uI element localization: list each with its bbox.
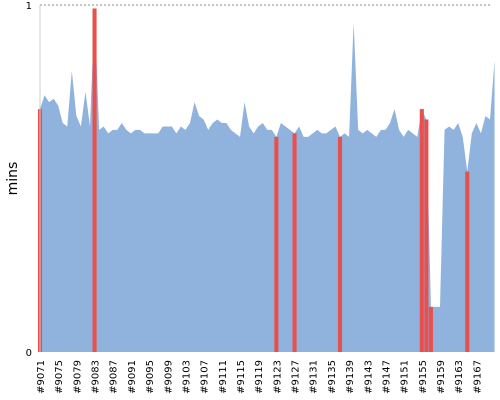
y-axis-title: mins (5, 162, 21, 196)
x-tick-label-3: #9083 (91, 360, 102, 394)
x-tick-label-12: #9119 (254, 360, 265, 394)
x-tick-labels: #9071 #9075 #9079 #9083 #9087 #9091 #9095 #9099… (36, 360, 483, 394)
x-tick-label-10: #9111 (218, 360, 229, 394)
x-tick-label-23: #9163 (454, 360, 465, 394)
x-tick-label-8: #9103 (181, 360, 192, 394)
highlight-bar-2 (274, 136, 279, 352)
x-tick-label-5: #9091 (127, 360, 138, 394)
highlight-bar-5 (419, 109, 424, 352)
x-tick-label-0: #9071 (36, 360, 47, 394)
x-tick-label-13: #9123 (272, 360, 283, 394)
x-tick-label-1: #9075 (54, 360, 65, 394)
x-tick-label-22: #9159 (436, 360, 447, 394)
x-tick-label-2: #9079 (72, 360, 83, 394)
x-tick-label-24: #9167 (472, 360, 483, 394)
highlight-bar-3 (292, 133, 297, 352)
y-tick-label-0: 0 (26, 348, 32, 359)
y-tick-label-1: 1 (26, 1, 32, 12)
x-tick-label-15: #9131 (309, 360, 320, 394)
x-tick-label-6: #9095 (145, 360, 156, 394)
highlight-bar-6 (424, 119, 429, 352)
x-tick-label-7: #9099 (163, 360, 174, 394)
x-tick-label-9: #9107 (200, 360, 211, 394)
highlight-bar-4 (337, 136, 343, 352)
x-tick-label-18: #9143 (363, 360, 374, 394)
highlight-bar-8 (465, 171, 470, 352)
x-tick-label-20: #9151 (400, 360, 411, 394)
highlight-bar-7 (428, 306, 433, 352)
highlight-bar-1 (92, 8, 97, 352)
plot-area (37, 4, 495, 352)
x-tick-label-11: #9115 (236, 360, 247, 394)
series-area (40, 8, 495, 352)
x-tick-label-17: #9139 (345, 360, 356, 394)
x-tick-label-19: #9147 (381, 360, 392, 394)
x-tick-label-21: #9155 (418, 360, 429, 394)
x-tick-label-14: #9127 (291, 360, 302, 394)
x-tick-label-4: #9087 (109, 360, 120, 394)
x-tick-label-16: #9135 (327, 360, 338, 394)
